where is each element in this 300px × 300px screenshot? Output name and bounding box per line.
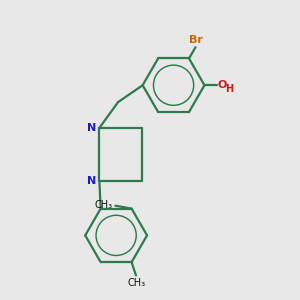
- Text: CH₃: CH₃: [128, 278, 146, 288]
- Text: Br: Br: [189, 35, 203, 45]
- Text: N: N: [87, 176, 96, 186]
- Text: N: N: [87, 123, 96, 133]
- Text: O: O: [218, 80, 227, 90]
- Text: CH₃: CH₃: [95, 200, 113, 210]
- Text: H: H: [225, 84, 233, 94]
